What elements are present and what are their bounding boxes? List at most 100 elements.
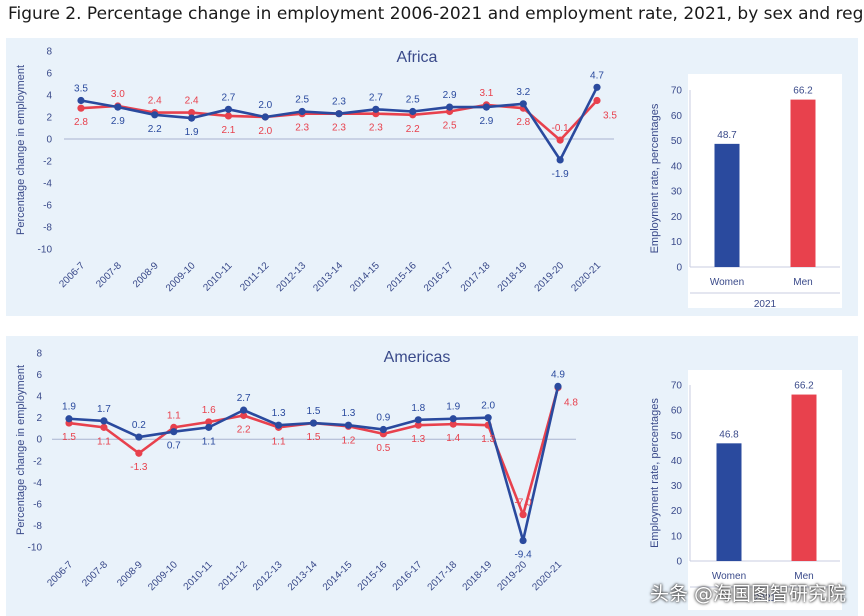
africa-x-tick-label: 2006-7 bbox=[57, 260, 87, 290]
americas-men-data-point bbox=[414, 421, 422, 429]
americas-x-tick-label: 2017-18 bbox=[426, 559, 460, 593]
africa-y-tick: -2 bbox=[43, 157, 52, 168]
americas-rate-women-bar-label: 46.8 bbox=[719, 429, 739, 440]
africa-women-data-label: 2.7 bbox=[369, 92, 383, 103]
africa-men-data-label: 2.3 bbox=[332, 123, 346, 134]
africa-women-data-label: 2.9 bbox=[443, 90, 457, 101]
americas-x-tick-label: 2010-11 bbox=[182, 559, 216, 593]
americas-rate-women-category-label: Women bbox=[712, 571, 746, 582]
africa-x-tick-label: 2014-15 bbox=[348, 260, 382, 294]
africa-men-data-label: 2.2 bbox=[406, 124, 420, 135]
americas-men-data-point bbox=[240, 411, 248, 420]
africa-rate-women-bar-label: 48.7 bbox=[717, 130, 737, 141]
africa-x-tick-label: 2010-11 bbox=[201, 260, 235, 294]
americas-women-data-label: -9.4 bbox=[514, 550, 532, 561]
americas-x-tick-label: 2018-19 bbox=[461, 559, 495, 593]
africa-x-tick-label: 2017-18 bbox=[459, 260, 493, 294]
africa-women-data-label: 3.2 bbox=[516, 87, 530, 98]
americas-women-data-point bbox=[170, 428, 178, 436]
africa-women-data-point bbox=[187, 114, 196, 122]
americas-women-data-point bbox=[240, 406, 248, 414]
americas-y-tick: 0 bbox=[36, 435, 42, 446]
africa-rate-y-tick: 20 bbox=[671, 212, 683, 223]
africa-men-data-point bbox=[187, 109, 196, 117]
africa-y-tick: -10 bbox=[38, 245, 53, 256]
africa-men-data-label: 3.0 bbox=[111, 89, 125, 100]
americas-rate-y-tick: 50 bbox=[671, 431, 683, 442]
africa-men-data-point bbox=[556, 136, 564, 144]
africa-men-data-label: 2.3 bbox=[295, 123, 309, 134]
africa-y-tick: -6 bbox=[43, 201, 52, 212]
americas-women-data-point bbox=[379, 425, 387, 434]
americas-men-data-point bbox=[205, 418, 213, 426]
americas-men-data-point bbox=[135, 449, 143, 457]
africa-x-tick-label: 2013-14 bbox=[311, 260, 345, 294]
americas-men-data-label: -7.0 bbox=[514, 498, 532, 509]
americas-y-tick: -6 bbox=[33, 499, 42, 510]
africa-men-data-label: 3.5 bbox=[603, 111, 617, 122]
americas-rate-y-tick: 60 bbox=[671, 406, 683, 417]
africa-rate-men-bar-label: 66.2 bbox=[793, 86, 813, 97]
africa-rate-y-tick: 10 bbox=[671, 237, 683, 248]
africa-men-data-label: 2.4 bbox=[148, 96, 162, 107]
americas-men-data-label: 1.3 bbox=[411, 434, 425, 445]
americas-women-data-point bbox=[135, 433, 143, 441]
americas-y-tick: -8 bbox=[33, 521, 42, 532]
africa-women-data-label: 2.5 bbox=[406, 95, 420, 106]
americas-men-data-label: 0.5 bbox=[376, 443, 390, 454]
americas-x-tick-label: 2016-17 bbox=[391, 559, 425, 593]
africa-y-tick: 2 bbox=[46, 113, 52, 124]
africa-men-data-label: 2.5 bbox=[443, 121, 457, 132]
africa-women-data-point bbox=[445, 103, 454, 111]
africa-women-data-point bbox=[593, 83, 601, 91]
americas-rate-y-tick: 40 bbox=[671, 456, 683, 467]
africa-x-tick-label: 2012-13 bbox=[275, 260, 309, 294]
americas-rate-x-axis-label: 2021 bbox=[754, 593, 777, 604]
africa-women-data-label: 3.5 bbox=[74, 84, 88, 95]
africa-women-data-point bbox=[298, 107, 306, 116]
africa-women-data-point bbox=[261, 113, 269, 121]
americas-x-tick-label: 2007-8 bbox=[80, 559, 110, 589]
africa-x-tick-label: 2008-9 bbox=[131, 260, 161, 290]
americas-x-tick-label: 2015-16 bbox=[356, 559, 390, 593]
africa-women-data-label: 2.0 bbox=[258, 100, 272, 111]
africa-men-data-point bbox=[224, 112, 233, 120]
americas-y-tick: -2 bbox=[33, 456, 42, 467]
africa-women-data-label: 1.9 bbox=[185, 127, 199, 138]
africa-women-data-label: 2.2 bbox=[148, 124, 162, 135]
americas-women-data-label: 4.9 bbox=[551, 369, 565, 380]
americas-y-tick: 6 bbox=[36, 370, 42, 381]
americas-women-data-point bbox=[554, 382, 562, 391]
americas-y-tick: -10 bbox=[28, 543, 43, 554]
africa-women-data-point bbox=[335, 110, 343, 118]
africa-y-tick: 6 bbox=[46, 69, 52, 80]
africa-rate-x-axis-label: 2021 bbox=[754, 299, 777, 310]
americas-men-data-label: 1.1 bbox=[97, 436, 111, 447]
americas-women-data-label: 1.3 bbox=[272, 408, 286, 419]
africa-women-data-label: 4.7 bbox=[590, 70, 604, 81]
africa-women-data-point bbox=[151, 111, 159, 119]
americas-y-tick: 2 bbox=[36, 413, 42, 424]
africa-women-data-point bbox=[519, 100, 527, 108]
africa-rate-y-tick: 50 bbox=[671, 136, 683, 147]
americas-women-data-label: 1.1 bbox=[202, 436, 216, 447]
americas-rate-men-category-label: Men bbox=[794, 571, 813, 582]
africa-y-tick: 8 bbox=[46, 47, 52, 58]
americas-men-data-label: 1.2 bbox=[341, 435, 355, 446]
americas-women-data-label: 1.9 bbox=[446, 402, 460, 413]
africa-women-data-point bbox=[224, 105, 233, 113]
africa-women-data-point bbox=[77, 96, 85, 105]
americas-y-tick: -4 bbox=[33, 478, 42, 489]
americas-women-data-point bbox=[274, 421, 283, 429]
americas-men-data-label: 1.1 bbox=[272, 436, 286, 447]
americas-x-tick-label: 2012-13 bbox=[251, 559, 285, 593]
africa-x-tick-label: 2015-16 bbox=[385, 260, 419, 294]
americas-chart-title: Americas bbox=[384, 349, 451, 366]
americas-women-data-point bbox=[309, 419, 318, 427]
africa-women-data-label: 2.9 bbox=[111, 116, 125, 127]
americas-rate-y-tick: 70 bbox=[671, 381, 683, 392]
americas-men-data-label: 1.3 bbox=[481, 434, 495, 445]
africa-rate-women-category-label: Women bbox=[710, 277, 744, 288]
africa-women-data-label: 2.3 bbox=[332, 97, 346, 108]
